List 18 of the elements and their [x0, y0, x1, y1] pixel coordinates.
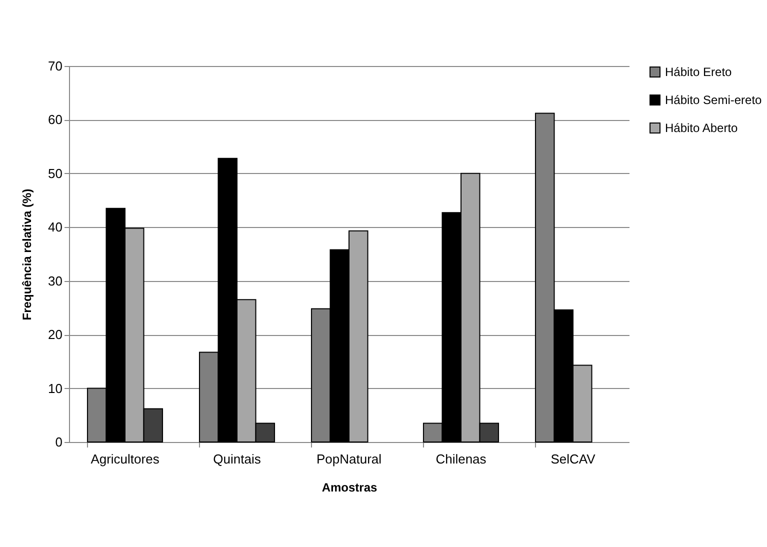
y-tick-label: 10 — [48, 380, 62, 396]
x-axis-title: Amostras — [322, 480, 378, 494]
y-tick-label: 0 — [55, 434, 62, 450]
y-tick-label: 30 — [48, 273, 62, 288]
y-tick-label: 20 — [48, 327, 62, 342]
x-tick-label: SelCAV — [550, 452, 596, 466]
y-axis-title: Frequência relativa (%) — [20, 188, 34, 320]
y-tick-label: 60 — [48, 112, 62, 128]
legend-label: Hábito Semi-ereto — [665, 93, 762, 107]
legend-label: Hábito Aberto — [665, 121, 738, 135]
x-tick-label: PopNatural — [316, 452, 382, 466]
y-tick-label: 50 — [48, 166, 62, 181]
y-tick-label: 40 — [48, 220, 62, 235]
y-tick-label: 70 — [48, 58, 62, 74]
x-tick-label: Quintais — [213, 452, 262, 466]
x-tick-label: Chilenas — [436, 452, 487, 466]
x-tick-label: Agricultores — [90, 452, 160, 466]
legend-label: Hábito Ereto — [665, 65, 732, 79]
